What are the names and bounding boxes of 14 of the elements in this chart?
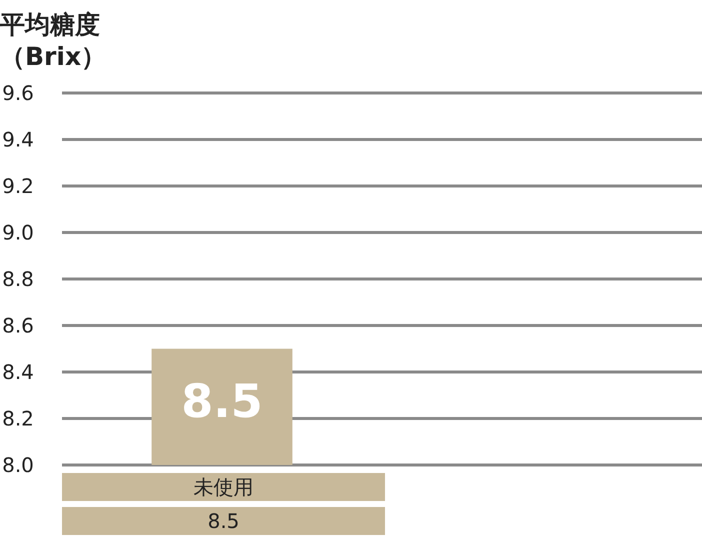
y-tick-label: 9.2 [2, 174, 34, 198]
y-tick-label: 9.4 [2, 128, 34, 152]
y-tick-label: 9.0 [2, 220, 34, 244]
data-label: 8.5 [181, 374, 263, 428]
x-tick-label: 未使用 [194, 475, 254, 499]
text: 8.5 [208, 509, 240, 533]
y-tick-label: 8.6 [2, 314, 34, 338]
y-tick-label: 9.6 [2, 81, 34, 105]
chart-title: 平均糖度 [0, 10, 100, 39]
y-tick-label: 8.2 [2, 406, 34, 430]
y-axis-title: （Brix） [0, 42, 106, 71]
y-tick-label: 8.4 [2, 360, 34, 384]
y-tick-label: 8.8 [2, 267, 34, 291]
y-tick-label: 8.0 [2, 453, 34, 477]
